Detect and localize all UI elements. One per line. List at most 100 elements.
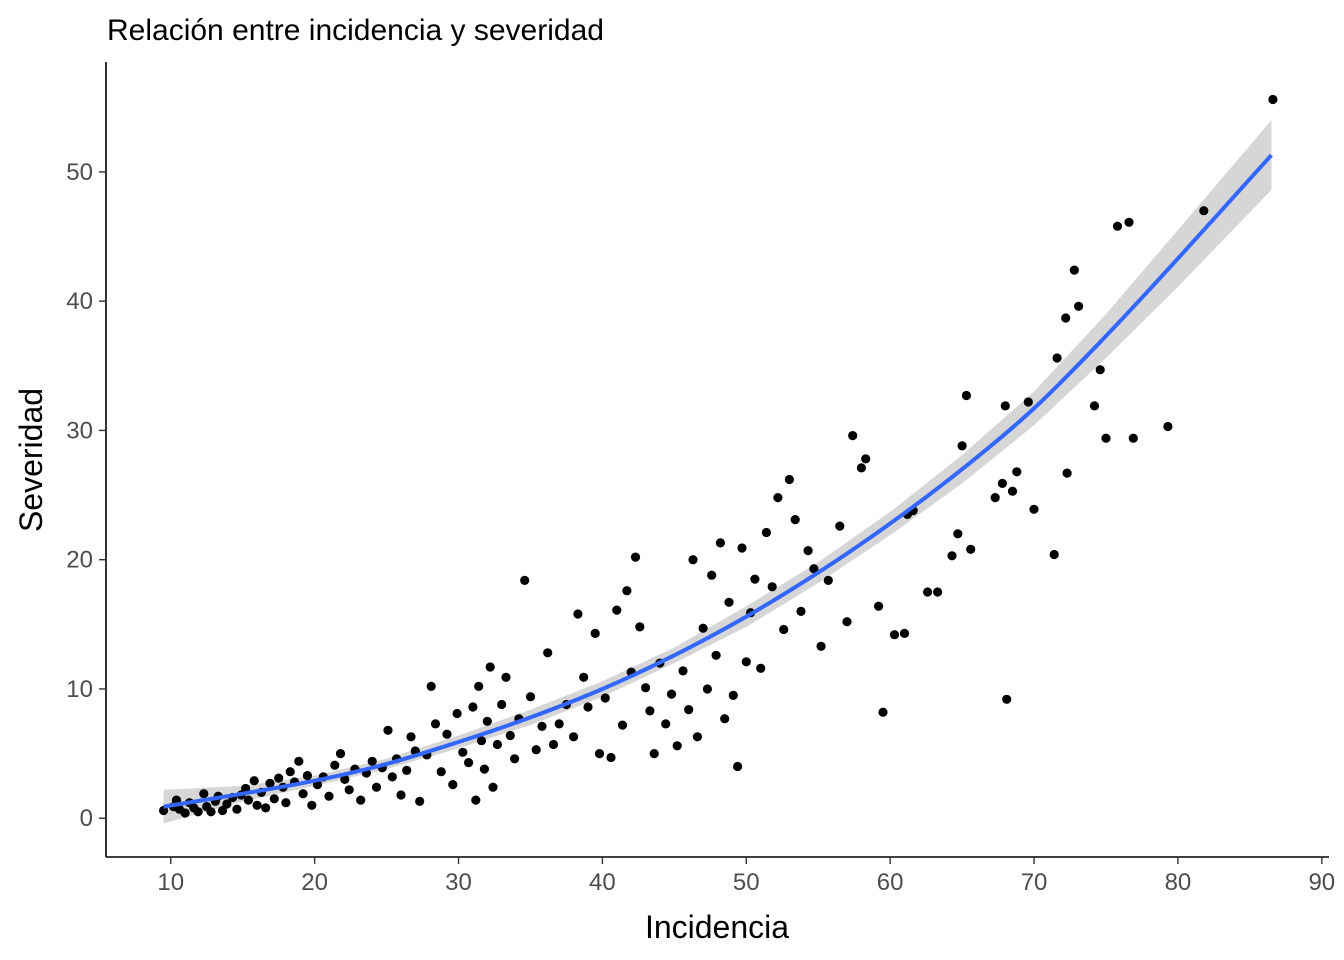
data-point (232, 804, 242, 814)
data-point (645, 706, 655, 716)
data-point (707, 570, 717, 580)
y-axis-title: Severidad (13, 388, 49, 532)
data-point (692, 732, 703, 742)
data-point (1095, 365, 1105, 375)
data-point (1112, 221, 1123, 231)
data-point (485, 662, 495, 672)
x-tick-label: 90 (1308, 869, 1335, 896)
data-point (448, 780, 458, 790)
data-point (543, 648, 553, 658)
points-layer (159, 94, 1278, 818)
data-point (702, 684, 713, 694)
data-point (436, 767, 446, 777)
data-point (784, 474, 795, 485)
data-point (1023, 397, 1033, 407)
data-point (371, 782, 382, 792)
data-point (947, 551, 957, 561)
data-point (923, 587, 933, 597)
data-point (997, 478, 1008, 488)
data-point (720, 714, 730, 724)
data-point (953, 529, 963, 539)
data-point (1002, 694, 1012, 704)
data-point (737, 543, 747, 553)
x-axis-ticks: 10 20 30 40 50 60 70 80 90 (157, 857, 1335, 896)
y-axis-ticks: 0 10 20 30 40 50 (66, 159, 106, 832)
data-point (261, 803, 271, 813)
data-point (252, 800, 262, 810)
data-point (1163, 421, 1173, 432)
data-point (520, 575, 530, 586)
x-tick-label: 40 (589, 869, 616, 896)
data-point (933, 587, 943, 597)
data-point (622, 586, 632, 596)
data-point (387, 772, 397, 782)
data-point (861, 454, 871, 464)
data-point (1061, 313, 1071, 323)
data-point (402, 765, 412, 776)
x-tick-label: 50 (733, 869, 760, 896)
data-point (265, 778, 275, 788)
data-point (307, 800, 317, 810)
data-point (957, 441, 967, 451)
data-point (688, 555, 698, 565)
data-point (711, 650, 721, 660)
data-point (848, 431, 858, 441)
data-point (661, 719, 671, 729)
data-point (426, 681, 436, 692)
data-point (406, 732, 416, 742)
data-point (509, 754, 520, 764)
data-point (750, 574, 760, 584)
data-point (482, 716, 492, 726)
data-point (479, 764, 489, 774)
data-point (476, 736, 487, 746)
data-point (728, 690, 738, 701)
data-point (649, 749, 659, 759)
data-point (269, 794, 279, 804)
data-point (199, 789, 209, 799)
y-tick-label: 40 (66, 288, 93, 315)
chart-title: Relación entre incidencia y severidad (107, 14, 604, 47)
data-point (990, 493, 1000, 503)
trend-line (163, 153, 1273, 809)
data-point (678, 666, 688, 676)
data-point (525, 692, 536, 702)
data-point (1074, 301, 1084, 311)
y-tick-label: 20 (66, 547, 93, 574)
data-point (222, 799, 232, 809)
data-point (468, 702, 478, 712)
data-point (733, 761, 743, 772)
data-point (698, 623, 708, 633)
data-point (488, 782, 498, 792)
data-point (274, 773, 284, 783)
data-point (383, 725, 393, 735)
data-point (180, 808, 190, 818)
data-point (344, 785, 354, 795)
data-point (790, 515, 800, 525)
data-point (471, 795, 481, 805)
data-point (612, 605, 622, 615)
data-point (458, 747, 468, 757)
data-point (1101, 433, 1111, 443)
data-point (594, 749, 605, 759)
data-point (779, 624, 789, 635)
x-tick-label: 80 (1165, 869, 1192, 896)
data-point (773, 493, 783, 503)
data-point (249, 776, 259, 786)
data-point (569, 732, 579, 742)
data-point (324, 791, 334, 801)
data-point (206, 807, 216, 817)
data-point (1069, 265, 1079, 275)
data-point (635, 622, 645, 632)
data-point (741, 657, 751, 667)
data-point (1049, 549, 1059, 560)
data-point (583, 702, 593, 712)
x-tick-label: 10 (157, 869, 184, 896)
data-point (330, 760, 340, 770)
x-tick-label: 20 (301, 869, 328, 896)
data-point (573, 609, 583, 619)
data-point (442, 729, 452, 739)
data-point (356, 795, 366, 805)
data-point (281, 798, 291, 808)
x-tick-label: 70 (1021, 869, 1048, 896)
data-point (803, 546, 813, 556)
